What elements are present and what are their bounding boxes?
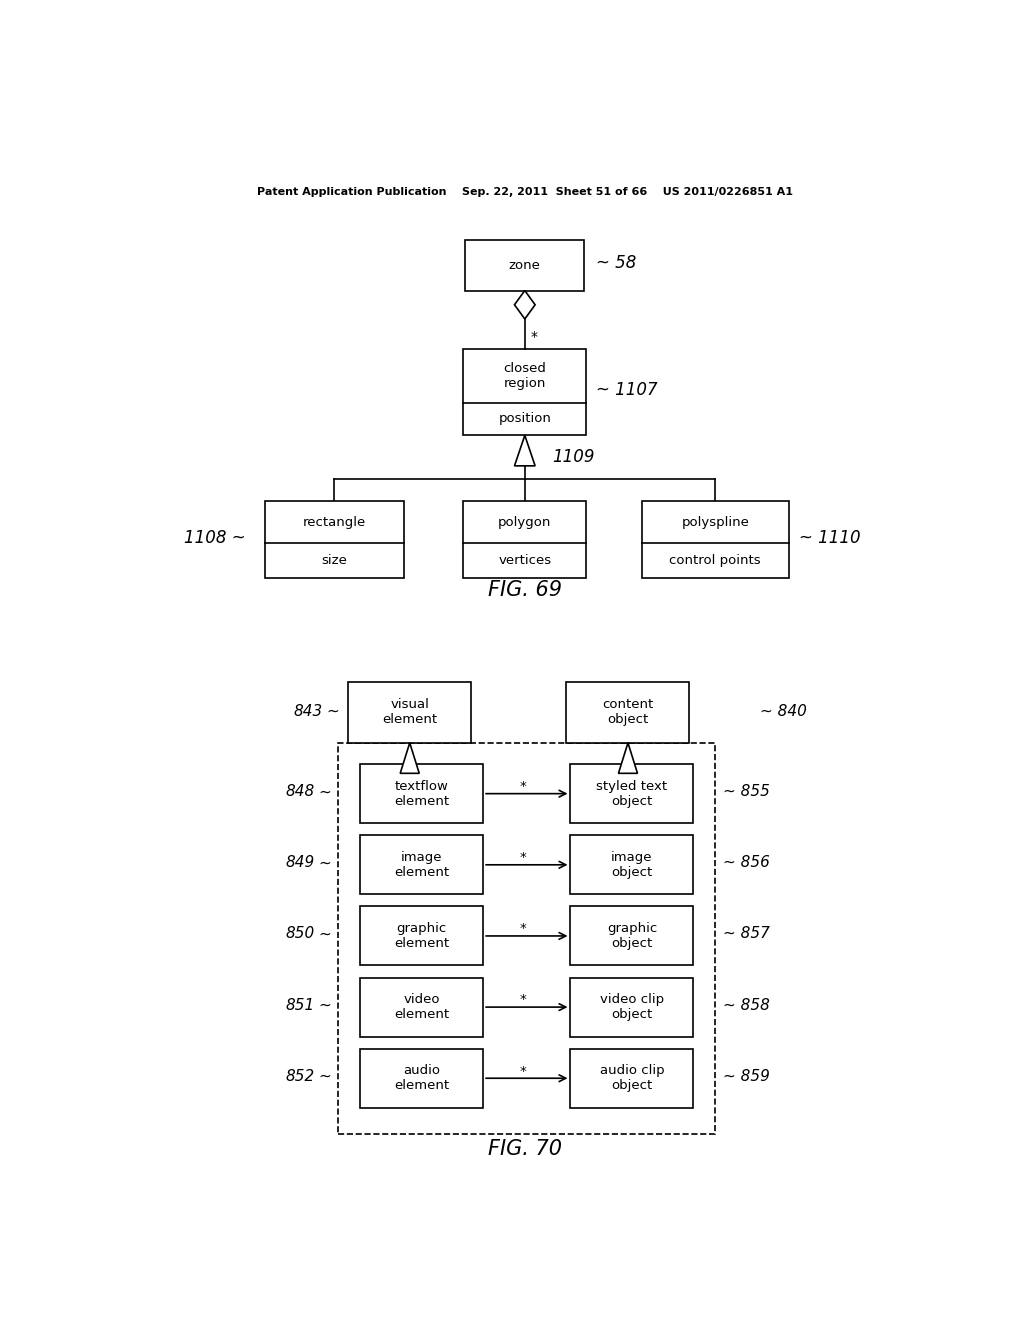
Text: image
object: image object (611, 851, 652, 879)
Text: ~ 856: ~ 856 (723, 855, 770, 870)
Text: ~ 840: ~ 840 (760, 704, 807, 719)
Text: graphic
element: graphic element (394, 921, 450, 950)
Text: rectangle: rectangle (303, 516, 366, 529)
Text: ~: ~ (318, 998, 331, 1012)
FancyBboxPatch shape (360, 907, 483, 965)
Text: 843: 843 (293, 704, 323, 719)
Text: *: * (519, 851, 526, 865)
Text: vertices: vertices (499, 554, 551, 568)
FancyBboxPatch shape (360, 1049, 483, 1107)
Text: ~ 1110: ~ 1110 (799, 528, 860, 546)
FancyBboxPatch shape (360, 764, 483, 824)
Text: *: * (530, 330, 538, 345)
Text: ~ 859: ~ 859 (723, 1069, 770, 1084)
Text: 851: 851 (286, 998, 314, 1012)
Text: styled text
object: styled text object (596, 780, 668, 808)
Text: ~: ~ (318, 1069, 331, 1084)
Polygon shape (400, 743, 419, 774)
Text: visual
element: visual element (382, 698, 437, 726)
Text: position: position (499, 412, 551, 425)
Text: ~ 855: ~ 855 (723, 784, 770, 799)
Text: 848: 848 (286, 784, 314, 799)
Text: ~: ~ (327, 704, 339, 719)
Text: FIG. 69: FIG. 69 (487, 581, 562, 601)
Text: FIG. 70: FIG. 70 (487, 1139, 562, 1159)
FancyBboxPatch shape (465, 240, 585, 290)
Text: video clip
object: video clip object (600, 993, 664, 1022)
Text: textflow
element: textflow element (394, 780, 450, 808)
Text: ~: ~ (318, 784, 331, 799)
Text: 1109: 1109 (553, 449, 595, 466)
FancyBboxPatch shape (463, 348, 587, 436)
Text: *: * (519, 780, 526, 793)
Text: ~ 857: ~ 857 (723, 927, 770, 941)
Text: audio
element: audio element (394, 1064, 450, 1092)
Text: *: * (519, 923, 526, 936)
Text: polygon: polygon (498, 516, 552, 529)
FancyBboxPatch shape (265, 502, 403, 578)
FancyBboxPatch shape (570, 907, 693, 965)
Text: zone: zone (509, 259, 541, 272)
FancyBboxPatch shape (570, 764, 693, 824)
Text: audio clip
object: audio clip object (600, 1064, 665, 1092)
Text: Patent Application Publication    Sep. 22, 2011  Sheet 51 of 66    US 2011/02268: Patent Application Publication Sep. 22, … (257, 187, 793, 197)
FancyBboxPatch shape (642, 502, 788, 578)
Polygon shape (514, 290, 536, 319)
FancyBboxPatch shape (463, 502, 587, 578)
Text: 1108 ~: 1108 ~ (184, 528, 246, 546)
Text: control points: control points (670, 554, 761, 568)
Text: 849: 849 (286, 855, 314, 870)
FancyBboxPatch shape (566, 682, 689, 743)
Polygon shape (514, 436, 536, 466)
Text: 850: 850 (286, 927, 314, 941)
Text: ~: ~ (318, 855, 331, 870)
FancyBboxPatch shape (338, 743, 715, 1134)
Text: 852: 852 (286, 1069, 314, 1084)
Text: image
element: image element (394, 851, 450, 879)
Text: *: * (519, 1065, 526, 1077)
Text: ~ 58: ~ 58 (596, 253, 637, 272)
FancyBboxPatch shape (348, 682, 471, 743)
Text: size: size (322, 554, 347, 568)
Text: graphic
object: graphic object (607, 921, 657, 950)
FancyBboxPatch shape (360, 978, 483, 1036)
Text: polyspline: polyspline (681, 516, 750, 529)
Polygon shape (618, 743, 638, 774)
Text: ~ 1107: ~ 1107 (596, 381, 657, 399)
Text: *: * (519, 994, 526, 1006)
FancyBboxPatch shape (570, 836, 693, 894)
FancyBboxPatch shape (360, 836, 483, 894)
Text: ~ 858: ~ 858 (723, 998, 770, 1012)
Text: content
object: content object (602, 698, 653, 726)
Text: closed
region: closed region (504, 362, 546, 389)
Text: video
element: video element (394, 993, 450, 1022)
FancyBboxPatch shape (570, 1049, 693, 1107)
FancyBboxPatch shape (570, 978, 693, 1036)
Text: ~: ~ (318, 927, 331, 941)
